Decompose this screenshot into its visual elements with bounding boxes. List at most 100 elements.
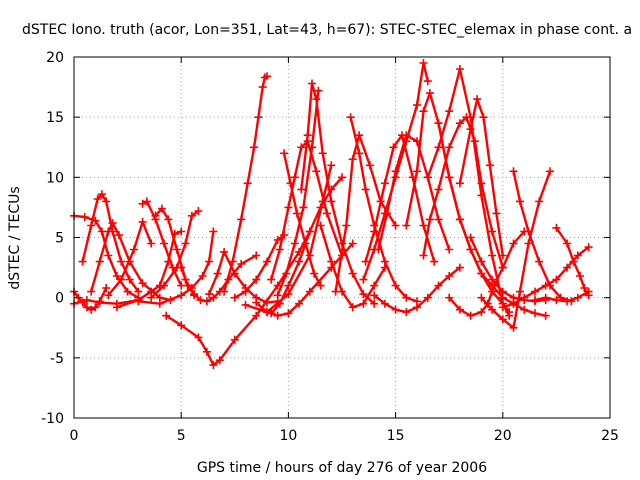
data-point (348, 269, 357, 278)
data-point (391, 305, 400, 314)
data-point (314, 86, 323, 95)
data-point (413, 303, 421, 312)
data-point (284, 281, 293, 290)
data-series-2 (70, 284, 111, 314)
data-point (280, 149, 289, 158)
data-point (138, 199, 147, 208)
data-series-41 (552, 223, 593, 300)
data-series-3 (78, 190, 143, 296)
data-point (445, 245, 454, 254)
data-point (78, 257, 87, 266)
data-point (541, 293, 550, 302)
data-point (93, 195, 102, 203)
x-tick-label: 5 (177, 428, 186, 444)
data-point (273, 311, 282, 320)
data-point (134, 287, 143, 296)
data-point (479, 113, 488, 122)
data-point (286, 179, 295, 188)
data-point (419, 107, 428, 116)
data-point (151, 211, 160, 220)
data-point (370, 281, 379, 290)
data-point (295, 299, 304, 308)
data-point (190, 290, 199, 299)
data-point (531, 287, 539, 296)
data-series-5 (87, 219, 175, 305)
data-point (237, 260, 246, 268)
data-point (492, 209, 501, 218)
data-point (505, 308, 514, 317)
data-point (284, 290, 293, 299)
data-point (477, 269, 486, 278)
data-point (355, 131, 364, 140)
data-point (498, 263, 507, 272)
data-point (445, 293, 454, 302)
data-point (509, 167, 518, 176)
data-point (142, 197, 151, 206)
data-point (310, 269, 319, 278)
data-point (477, 257, 486, 266)
data-point (498, 287, 507, 296)
data-point (252, 298, 261, 307)
data-point (552, 296, 561, 305)
data-point (160, 281, 168, 290)
data-point (112, 272, 121, 280)
data-point (263, 298, 271, 307)
data-point (209, 227, 218, 236)
data-point (563, 263, 572, 272)
data-series-36 (455, 95, 507, 260)
data-point (157, 204, 166, 213)
data-point (138, 217, 147, 226)
data-point (520, 305, 529, 314)
data-point (383, 209, 391, 218)
data-point (520, 293, 529, 302)
data-point (273, 291, 282, 300)
data-point (299, 203, 308, 212)
axes: 0 5 10 15 20 25 -10 -5 0 5 10 15 20 (41, 50, 619, 444)
data-point (477, 179, 486, 188)
data-series-22 (280, 149, 325, 290)
data-point (477, 293, 486, 302)
data-point (498, 251, 507, 260)
data-point (134, 297, 143, 306)
data-point (535, 257, 544, 266)
y-tick-label: 5 (55, 231, 64, 247)
data-point (516, 287, 524, 296)
x-axis-label: GPS time / hours of day 276 of year 2006 (197, 460, 487, 476)
data-point (425, 215, 434, 224)
data-point (202, 297, 211, 306)
data-point (290, 173, 299, 182)
data-point (423, 77, 432, 86)
x-tick-label: 25 (601, 428, 619, 444)
data-point (213, 269, 222, 278)
data-point (117, 257, 126, 266)
data-point (95, 257, 104, 266)
data-point (359, 290, 368, 299)
data-point (267, 275, 276, 284)
data-point (82, 303, 91, 312)
y-tick-label: 20 (46, 50, 64, 66)
data-point (305, 287, 314, 296)
data-point (303, 137, 312, 146)
data-point (391, 221, 400, 230)
data-point (183, 281, 192, 290)
data-point (243, 179, 252, 188)
series-track (300, 82, 376, 305)
data-point (241, 300, 250, 309)
data-series-6 (104, 217, 156, 300)
data-point (263, 308, 271, 317)
plot-frame (73, 56, 611, 419)
data-point (498, 303, 507, 312)
data-point (82, 296, 91, 305)
data-point (531, 296, 539, 305)
data-point (509, 299, 518, 308)
data-point (327, 161, 336, 170)
data-point (117, 275, 126, 284)
data-point (95, 298, 104, 307)
data-point (569, 257, 578, 266)
x-tick-label: 10 (279, 428, 297, 444)
data-point (295, 257, 304, 266)
data-point (301, 239, 310, 248)
data-point (312, 167, 321, 176)
data-point (87, 221, 96, 230)
